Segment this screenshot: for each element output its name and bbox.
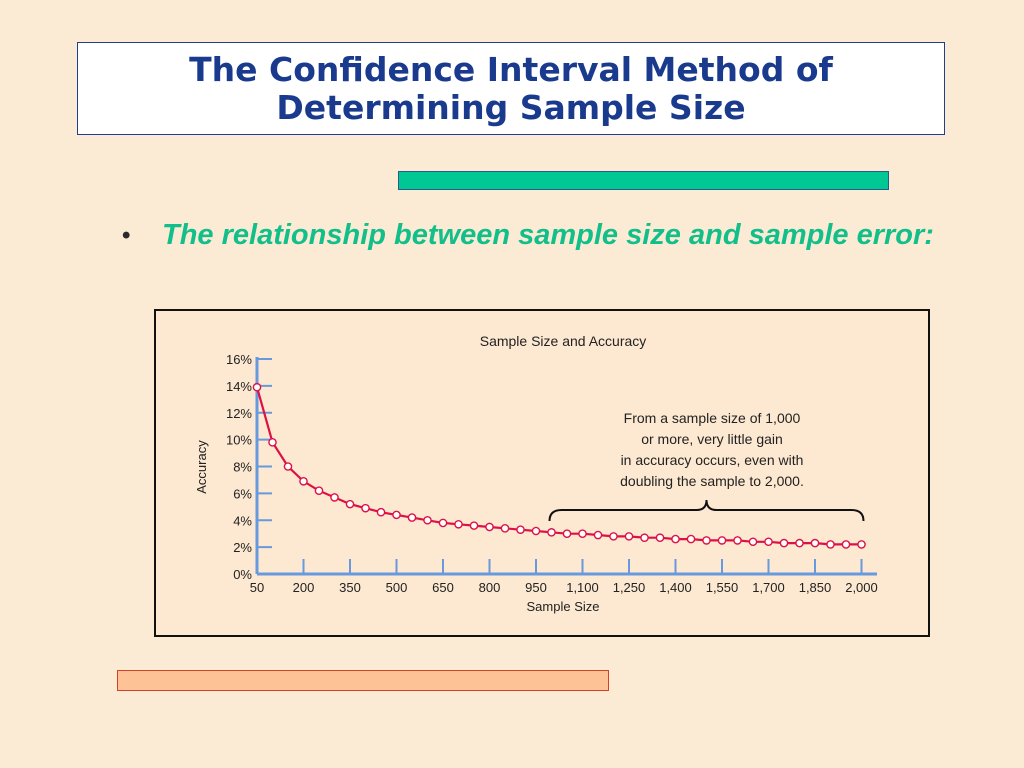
x-tick-label: 1,550 — [706, 580, 739, 595]
data-point — [857, 540, 866, 549]
data-point — [826, 540, 835, 549]
y-tick-label: 16% — [226, 352, 252, 367]
x-tick-label: 50 — [250, 580, 264, 595]
x-axis-label: Sample Size — [527, 599, 600, 614]
data-point — [779, 538, 789, 548]
data-point — [500, 524, 510, 533]
data-point — [423, 515, 432, 525]
data-point — [252, 382, 262, 392]
sample-size-accuracy-chart: Sample Size and Accuracy 0% 2% 4% 6% 8% 10% 12%… — [194, 333, 878, 614]
y-tick-label: 4% — [233, 513, 252, 528]
x-tick-label: 200 — [293, 580, 315, 595]
data-point — [361, 503, 370, 513]
data-point — [764, 537, 773, 547]
annotation-text: From a sample size of 1,000 or more, very… — [620, 410, 804, 489]
x-tick-label: 350 — [339, 580, 361, 595]
data-point — [407, 513, 417, 522]
data-point — [299, 476, 308, 486]
slide-title: The Confidence Interval Method of Determ… — [189, 49, 833, 127]
data-point — [345, 499, 355, 509]
bullet-point: • The relationship between sample size a… — [122, 218, 992, 254]
data-point — [841, 540, 851, 549]
data-point — [531, 526, 541, 536]
salmon-decorative-bar — [117, 670, 609, 691]
data-point — [702, 536, 711, 545]
x-tick-label: 650 — [432, 580, 454, 595]
x-tick-label: 1,250 — [613, 580, 646, 595]
data-point — [810, 538, 820, 548]
data-point — [438, 518, 448, 528]
data-point — [686, 534, 696, 544]
x-tick-label: 1,850 — [799, 580, 832, 595]
data-point — [283, 462, 293, 471]
teal-decorative-bar — [398, 171, 889, 190]
annotation-brace — [548, 499, 865, 522]
data-point — [516, 525, 525, 534]
data-point — [485, 522, 494, 532]
data-point — [733, 536, 742, 545]
data-point — [578, 529, 587, 538]
y-tick-label: 14% — [226, 379, 252, 394]
y-tick-label: 6% — [233, 486, 252, 501]
data-point — [655, 533, 665, 543]
x-tick-label: 1,100 — [566, 580, 599, 595]
x-tick-label: 1,400 — [659, 580, 692, 595]
y-tick-label: 2% — [233, 540, 252, 555]
y-tick-label: 0% — [233, 567, 252, 582]
bullet-symbol: • — [122, 222, 131, 249]
y-tick-label: 12% — [226, 406, 252, 421]
data-point — [593, 530, 603, 540]
x-tick-label: 500 — [386, 580, 408, 595]
chart-frame: Sample Size and Accuracy 0% 2% 4% 6% 8% 10% 12%… — [154, 309, 930, 637]
data-point — [609, 532, 618, 541]
data-point — [624, 532, 634, 541]
data-point — [748, 537, 758, 547]
data-point — [392, 510, 401, 520]
data-point — [717, 536, 727, 545]
x-tick-label: 1,700 — [752, 580, 785, 595]
x-tick-label: 800 — [479, 580, 501, 595]
data-point — [268, 438, 277, 447]
y-tick-label: 10% — [226, 433, 252, 448]
data-point — [454, 519, 463, 529]
data-point — [314, 486, 324, 495]
data-point — [469, 521, 479, 530]
y-axis-label: Accuracy — [194, 440, 209, 494]
data-point — [330, 493, 339, 502]
data-point — [795, 538, 804, 548]
y-tick-label: 8% — [233, 460, 252, 475]
data-point — [671, 534, 680, 544]
chart-title: Sample Size and Accuracy — [480, 333, 647, 349]
bullet-text: The relationship between sample size and… — [162, 219, 934, 251]
data-point — [562, 529, 572, 538]
data-point — [376, 507, 386, 517]
data-point — [640, 533, 649, 543]
x-tick-label: 2,000 — [845, 580, 878, 595]
series-line — [255, 386, 862, 546]
slide-title-box: The Confidence Interval Method of Determ… — [77, 42, 945, 135]
data-point — [547, 528, 556, 537]
x-tick-label: 950 — [525, 580, 547, 595]
